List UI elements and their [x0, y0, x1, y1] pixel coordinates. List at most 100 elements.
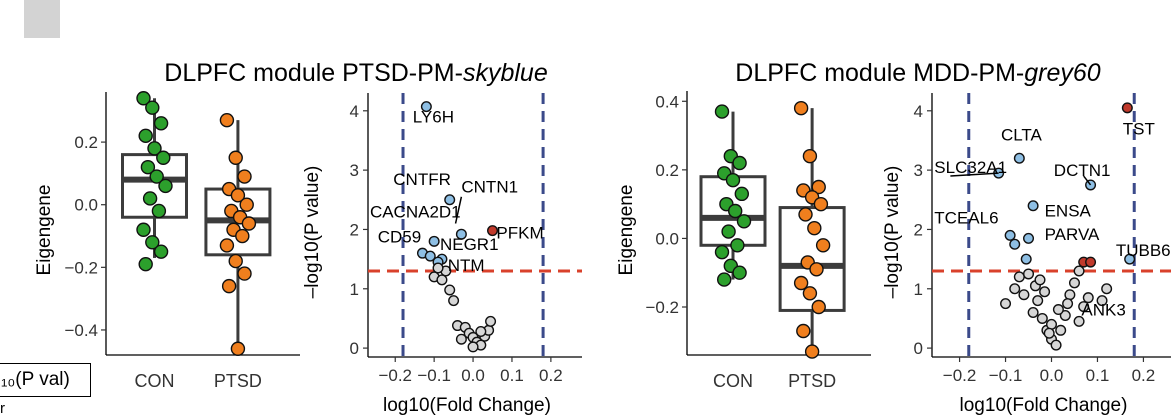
gene-label: CNTN1 [461, 178, 518, 197]
gene-point [455, 333, 467, 345]
gene-point [1121, 102, 1133, 114]
gene-point [467, 341, 479, 353]
sample-point [219, 238, 235, 253]
sample-point [239, 197, 254, 212]
y-axis-label: –log10(P value) [302, 166, 323, 299]
gene-point [1068, 277, 1080, 289]
plot-1: 0.2 0.0 −0.2 −0.4 Eigengene CON PTSD [34, 91, 300, 391]
sample-point [793, 275, 809, 291]
gene-point [1009, 238, 1021, 250]
x-axis-label: log10(Fold Change) [960, 395, 1128, 416]
sample-point [136, 222, 151, 237]
sample-point [230, 188, 246, 203]
gene-point [1013, 271, 1025, 283]
sample-point [717, 272, 732, 287]
gene-label: CLTA [1001, 125, 1043, 144]
gene-point [1027, 200, 1039, 212]
sample-point [241, 216, 257, 231]
y-axis-label: Eigengene [34, 185, 55, 276]
gene-point [1045, 318, 1057, 330]
sample-point [228, 150, 243, 165]
y-axis-label: Eigengene [616, 185, 637, 276]
gene-point [1073, 315, 1085, 327]
title-prefix: DLPFC module MDD-PM- [735, 59, 1024, 87]
x-category-label: CON [713, 371, 753, 391]
y-tick-label: 1 [914, 280, 923, 299]
gene-label: LY6H [413, 108, 454, 127]
gene-point [444, 194, 456, 206]
y-tick-label: 2 [350, 220, 359, 239]
gene-label: SLC32A1 [934, 158, 1007, 177]
gene-point [1082, 292, 1094, 304]
sample-point [811, 299, 826, 315]
sample-point [235, 228, 250, 244]
gene-label: PARVA [1045, 225, 1100, 244]
sample-point [815, 238, 831, 253]
gene-point [1078, 301, 1090, 313]
gene-point [1000, 298, 1012, 310]
gene-point [1034, 274, 1046, 286]
gene-point [1085, 256, 1097, 268]
sample-point [813, 196, 829, 212]
gene-point [1052, 304, 1064, 316]
gene-point [424, 250, 436, 262]
gene-point [485, 315, 497, 327]
sample-point [732, 155, 747, 171]
sample-point [153, 116, 169, 131]
y-tick-label: 0 [350, 339, 359, 358]
gene-label: TCEAL6 [934, 209, 998, 228]
y-tick-label: 2 [914, 220, 923, 239]
sample-point [714, 104, 730, 119]
y-tick-label: 0.0 [74, 196, 98, 215]
gene-label: TST [1123, 120, 1155, 139]
sample-point [730, 238, 745, 253]
sample-point [734, 186, 749, 202]
gene-point [444, 284, 456, 296]
sample-point [811, 179, 826, 195]
sample-point [809, 262, 824, 277]
gene-point [1027, 307, 1039, 319]
x-tick-label: −0.2 [378, 366, 412, 385]
gene-point [1062, 298, 1074, 310]
gene-point [1036, 312, 1048, 324]
sample-point [736, 214, 752, 229]
gene-point [448, 295, 460, 307]
gene-point [1059, 309, 1071, 321]
sample-point [725, 172, 741, 188]
y-tick-label: 0.0 [655, 229, 679, 248]
gene-point [1039, 286, 1051, 298]
sample-point [721, 224, 736, 239]
plot-4: 0 1 2 3 4 −0.2 −0.1 0.0 0.1 0.2 TST CLTA SLC32A1 DCTN… [882, 93, 1171, 416]
gene-point [1043, 327, 1055, 339]
y-tick-label: 4 [914, 102, 923, 121]
gene-point [1032, 295, 1044, 307]
gene-label: DCTN1 [1054, 161, 1111, 180]
sample-point [145, 235, 160, 250]
gene-point [432, 262, 444, 274]
x-category-label: PTSD [214, 371, 262, 391]
y-tick-label: 0.4 [655, 92, 679, 111]
title-module-name: skyblue [463, 59, 548, 87]
gene-point [1096, 295, 1108, 307]
gene-label: ENSA [1045, 201, 1092, 220]
gene-point [1018, 289, 1030, 301]
gene-point [1009, 283, 1021, 295]
sample-point [158, 178, 173, 194]
gene-point [1020, 253, 1032, 265]
sample-point [136, 91, 151, 106]
x-tick-label: 0.2 [539, 366, 563, 385]
y-tick-label: −0.4 [64, 321, 98, 340]
sample-point [237, 266, 252, 281]
gene-point [1050, 339, 1062, 351]
gene-point [1023, 232, 1035, 244]
legend-label: ₁₀(P val) [1, 369, 70, 390]
sample-point [149, 169, 164, 184]
sample-point [147, 141, 162, 156]
label-leader-line [454, 196, 463, 224]
sample-point [153, 244, 169, 259]
gene-point [1055, 324, 1067, 336]
y-tick-label: −0.2 [64, 258, 98, 277]
sample-point [714, 244, 730, 260]
sample-point [802, 286, 818, 301]
sample-point [802, 148, 818, 164]
